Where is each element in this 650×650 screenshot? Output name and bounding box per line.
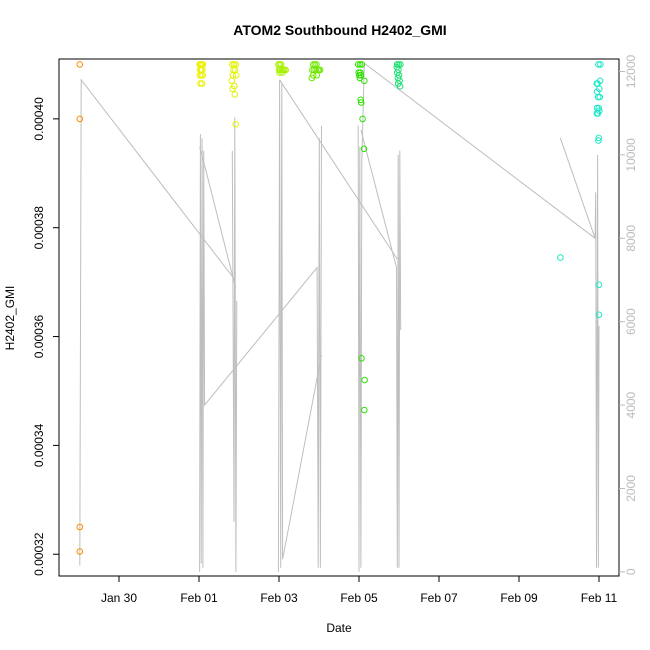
data-point [595,281,603,289]
y-tick-label: 0.00034 [32,423,46,467]
data-point [313,72,321,79]
data-point [360,145,368,153]
data-point [232,121,239,128]
data-point [279,69,286,76]
data-point [396,82,404,90]
x-axis-label: Date [326,621,352,635]
data-point [232,72,240,79]
data-point [354,61,362,68]
data-point [359,115,366,123]
data-point [596,77,604,85]
x-tick-label: Feb 01 [180,591,218,605]
chart-title: ATOM2 Southbound H2402_GMI [233,22,446,38]
y2-tick-label: 6000 [624,308,638,335]
secondary-line-3 [231,117,238,572]
secondary-line-1 [199,125,322,572]
data-point [316,66,324,74]
data-point [358,61,366,68]
data-point [557,254,564,261]
x-tick-label: Feb 11 [581,591,618,605]
x-tick-label: Feb 03 [260,591,298,605]
plot-frame [58,58,620,577]
data-point [597,61,604,68]
data-point [76,115,84,123]
data-point [76,61,84,68]
y2-tick-label: 0 [624,568,638,575]
secondary-line-4 [277,79,322,572]
y2-tick-label: 10000 [624,138,638,172]
data-point [594,110,602,117]
secondary-series-lines [79,62,600,572]
y-tick-label: 0.00032 [32,532,46,576]
data-point [361,376,368,384]
y2-tick-label: 2000 [624,475,638,502]
y2-tick-label: 12000 [624,54,638,88]
y-tick-label: 0.00040 [32,97,46,141]
y2-tick-label: 4000 [624,391,638,418]
data-point [595,134,603,142]
data-point [361,77,368,85]
data-point [76,548,84,555]
y-axis-label: H2402_GMI [3,286,17,351]
data-point [596,93,604,101]
y-tick-label: 0.00036 [32,314,46,358]
data-point [228,77,236,85]
data-point [276,69,283,76]
x-tick-label: Feb 09 [500,591,538,605]
secondary-line-0 [79,78,236,566]
secondary-line-5 [279,79,398,260]
data-point [361,406,368,414]
secondary-line-2 [199,146,237,289]
data-point [198,80,206,87]
data-point [358,355,365,362]
data-point [595,311,603,319]
data-point [199,72,206,79]
data-point [595,61,602,68]
secondary-line-7 [360,129,402,568]
data-point [229,85,236,93]
y-axis-right: 0 2000 4000 6000 8000 10000 12000 [619,54,638,575]
scatter-points [76,61,604,555]
data-point [76,523,84,531]
data-point [357,96,365,104]
data-point [231,91,239,98]
data-point [357,99,365,106]
y-axis-left: 0.00032 0.00034 0.00036 0.00038 0.00040 [32,97,59,576]
data-point [308,74,316,82]
y-tick-label: 0.00038 [32,206,46,250]
data-point [596,85,603,93]
x-tick-label: Jan 30 [101,591,137,605]
data-point [595,137,602,144]
y2-tick-label: 8000 [624,225,638,252]
secondary-line-6 [357,62,596,572]
x-axis: Jan 30 Feb 01 Feb 03 Feb 05 Feb 07 Feb 09 Feb … [101,576,618,605]
x-tick-label: Feb 05 [340,591,378,605]
x-tick-label: Feb 07 [420,591,458,605]
secondary-line-8 [559,138,600,568]
